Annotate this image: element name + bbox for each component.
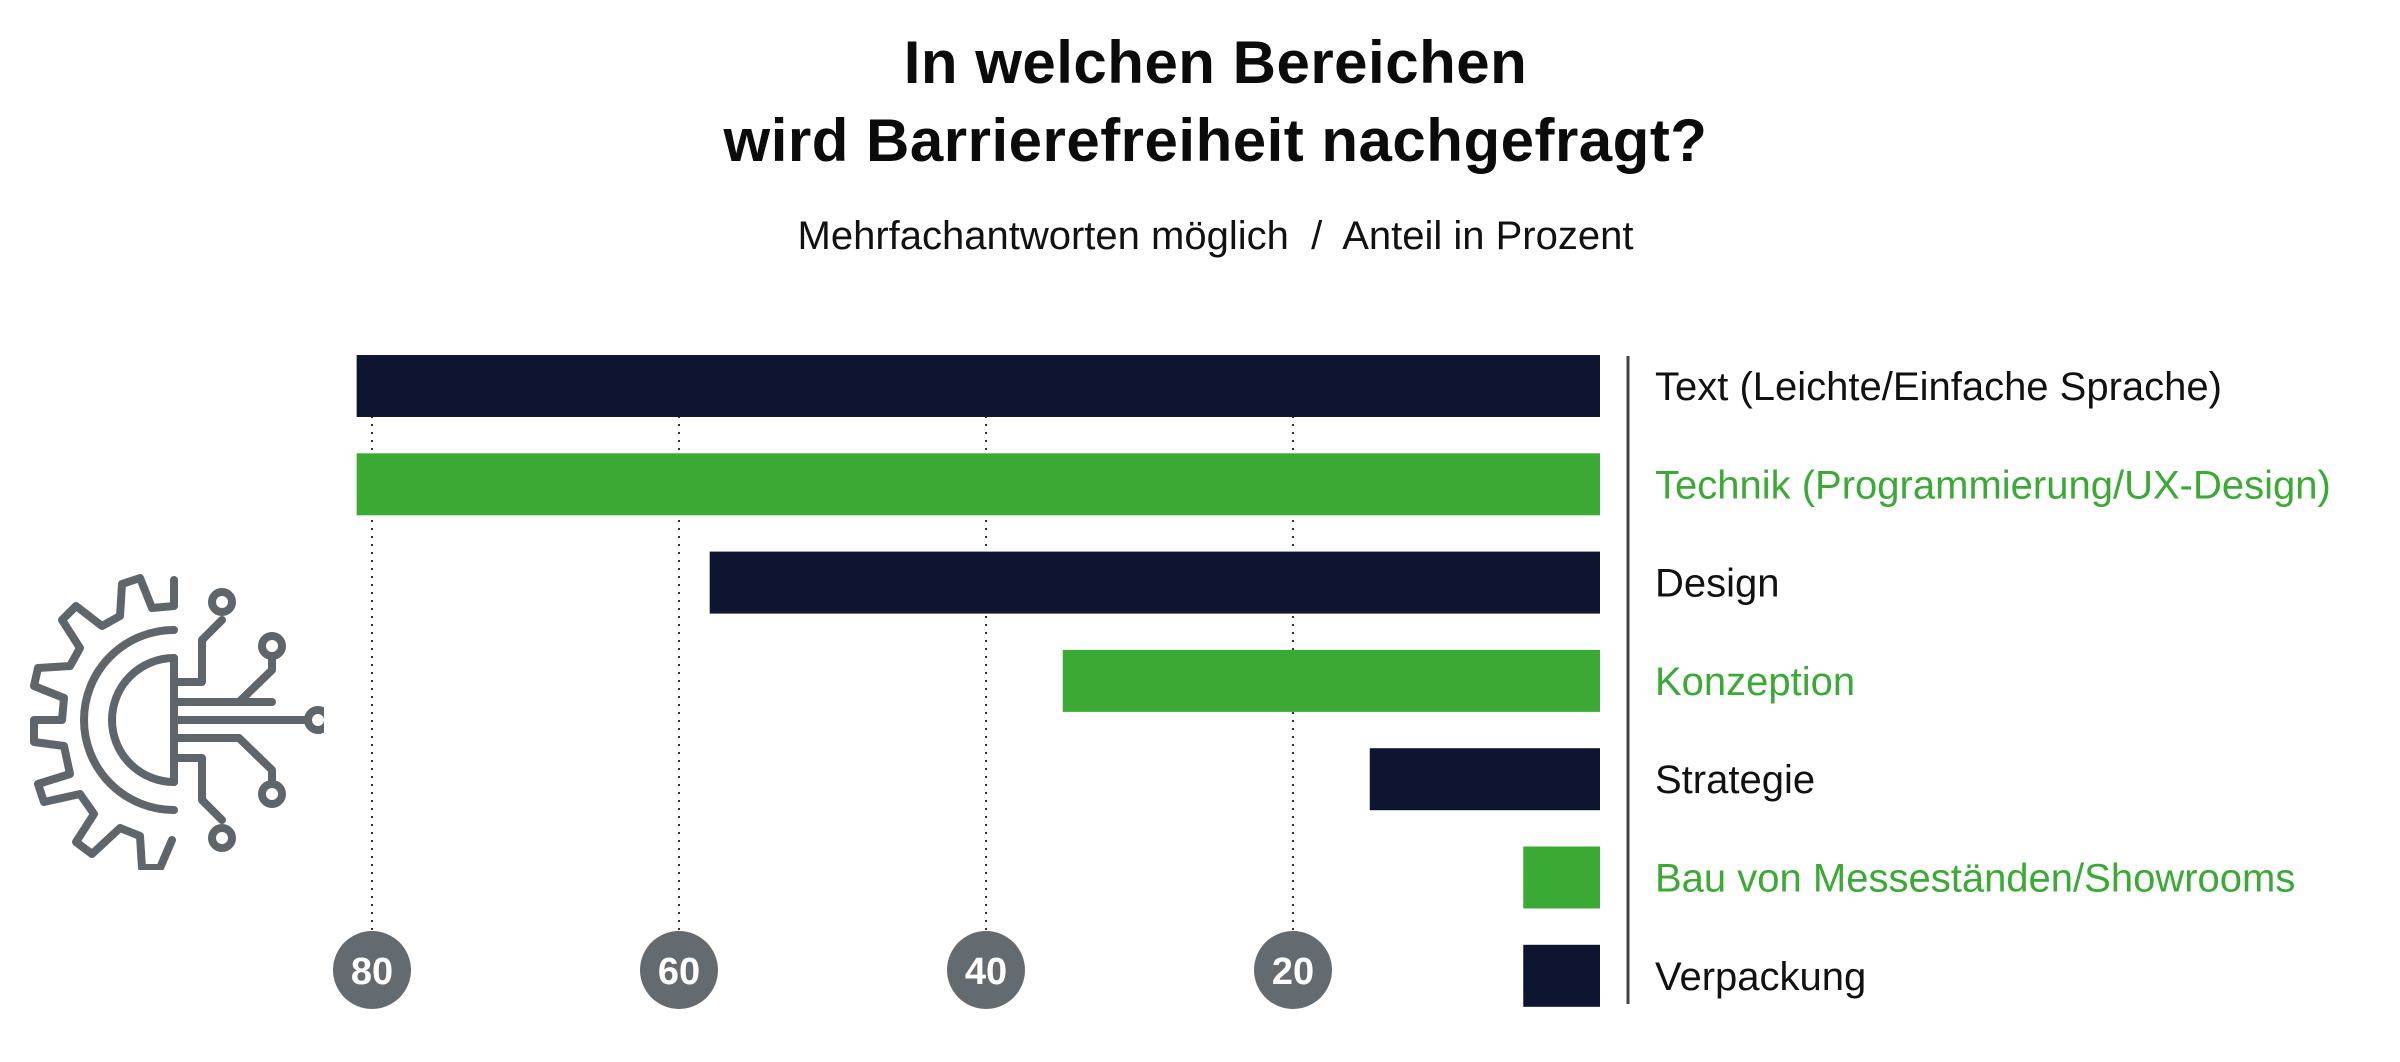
chart-subtitle: Mehrfachantworten möglich / Anteil in Pr… (797, 214, 1634, 258)
bar-5 (1369, 748, 1600, 811)
bar-7 (1523, 944, 1600, 1007)
category-label-2: Technik (Programmierung/UX-Design) (1655, 463, 2331, 507)
category-label-3: Design (1655, 562, 1780, 606)
category-label-4: Konzeption (1655, 660, 1855, 704)
chart-title-line-1: In welchen Bereichen (903, 29, 1528, 96)
bars (356, 355, 1600, 1007)
category-labels: Text (Leichte/Einfache Sprache) Technik (… (1655, 365, 2331, 999)
gear-circuit-icon-svg (30, 574, 332, 872)
chart-title-line-2: wird Barrierefreiheit nachgefragt? (723, 107, 1708, 174)
category-label-6: Bau von Messeständen/Showrooms (1655, 857, 2295, 901)
tick-label-40: 40 (965, 951, 1007, 993)
tick-label-20: 20 (1272, 951, 1314, 993)
bar-2 (356, 453, 1600, 516)
tick-label-60: 60 (658, 951, 700, 993)
category-label-7: Verpackung (1655, 955, 1866, 999)
tick-label-80: 80 (351, 951, 393, 993)
tick-bubble-60 (640, 931, 718, 1009)
chart-title: In welchen Bereichen wird Barrierefreihe… (0, 24, 2400, 180)
tick-bubble-40 (947, 931, 1025, 1009)
axis-ticks: 80 60 40 20 (333, 931, 1332, 1009)
bar-4 (1062, 649, 1600, 712)
category-label-5: Strategie (1655, 758, 1815, 802)
tick-bubble-20 (1254, 931, 1332, 1009)
bar-6 (1523, 846, 1600, 909)
category-label-1: Text (Leichte/Einfache Sprache) (1655, 365, 2222, 409)
bar-3 (709, 551, 1600, 614)
tick-bubble-80 (333, 931, 411, 1009)
gear-circuit-icon (24, 570, 332, 875)
bar-1 (356, 355, 1600, 417)
